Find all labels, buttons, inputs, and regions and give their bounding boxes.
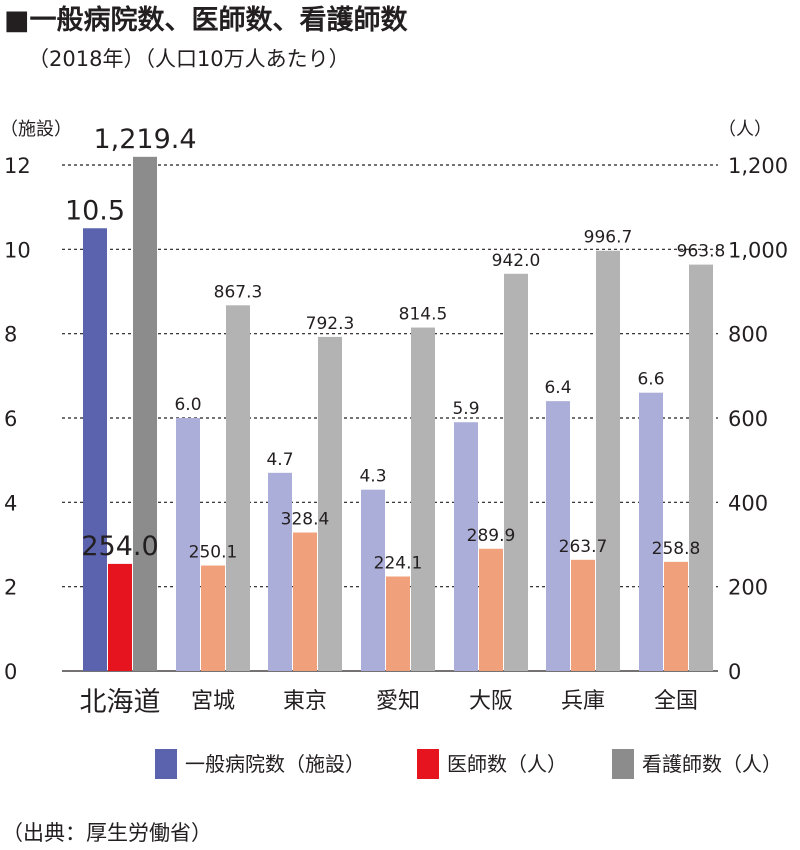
left-axis-unit: （施設） [0,119,72,140]
bar [454,422,478,671]
data-label: 6.6 [637,370,664,390]
data-labels: 10.5 254.0 1,219.4 6.0 250.1 867.3 4.7 328.4 792… [65,124,725,574]
right-tick-label: 1,000 [728,238,788,262]
bar [361,489,385,671]
data-label: 258.8 [652,539,701,559]
category-label: 東京 [283,689,327,714]
data-label: 250.1 [189,543,238,563]
data-label: 328.4 [281,510,330,530]
bar [479,548,503,671]
left-tick-label: 2 [4,576,17,600]
category-label: 北海道 [80,687,161,718]
data-label: 263.7 [559,537,608,557]
data-label: 224.1 [374,554,423,574]
data-label: 4.7 [266,450,293,470]
bar [201,565,225,671]
bar [411,327,435,671]
category-label: 大阪 [469,689,513,714]
left-tick-label: 6 [4,407,17,431]
left-tick-label: 4 [4,491,17,515]
category-label: 宮城 [191,689,235,714]
left-tick-label: 10 [4,238,31,262]
data-label: 289.9 [467,526,516,546]
axis-ticks: 0 0 2 200 4 400 6 600 8 800 10 1,000 12 1,200 [4,154,788,684]
bar [268,472,292,671]
bars [83,156,713,671]
chart-subtitle: （2018年）（人口10万人あたり） [28,47,350,71]
data-label: 5.9 [452,399,479,419]
left-tick-label: 0 [4,660,17,684]
legend-swatch [155,749,177,779]
category-label: 兵庫 [561,689,605,714]
left-tick-label: 12 [4,154,31,178]
data-label: 6.4 [544,378,571,398]
data-label: 792.3 [306,314,355,334]
bar [318,336,342,671]
category-labels: 北海道 宮城 東京 愛知 大阪 兵庫 全国 [80,687,699,718]
legend-swatch [417,749,439,779]
legend-label: 医師数（人） [447,752,567,776]
bar [504,273,528,671]
legend-label: 一般病院数（施設） [185,752,365,776]
bar [639,392,663,671]
bar [176,418,200,671]
right-tick-label: 600 [728,407,768,431]
bar [226,305,250,671]
data-label: 814.5 [399,305,448,325]
right-tick-label: 800 [728,323,768,347]
left-tick-label: 8 [4,323,17,347]
right-tick-label: 200 [728,576,768,600]
category-label: 愛知 [376,689,420,714]
bar [133,156,157,671]
right-tick-label: 400 [728,491,768,515]
bar [83,228,107,671]
data-label: 254.0 [81,531,158,562]
data-label: 1,219.4 [93,124,196,155]
right-axis-unit: （人） [718,119,772,140]
bar [596,250,620,671]
legend-swatch [612,749,634,779]
data-label: 6.0 [174,395,201,415]
right-tick-label: 0 [728,660,741,684]
data-label: 4.3 [359,467,386,487]
data-label: 10.5 [65,195,125,226]
bar [546,401,570,671]
legend-label: 看護師数（人） [642,752,782,776]
right-tick-label: 1,200 [728,154,788,178]
data-label: 996.7 [584,228,633,248]
bar [664,561,688,671]
bar [689,264,713,671]
data-label: 867.3 [214,282,263,302]
source-note: （出典：厚生労働省） [2,821,212,845]
bar [571,559,595,671]
data-label: 963.8 [677,242,726,262]
bar [293,532,317,671]
bar [386,576,410,671]
category-label: 全国 [654,689,698,714]
chart-title: ■一般病院数、医師数、看護師数 [4,4,409,36]
data-label: 942.0 [492,251,541,271]
legend: 一般病院数（施設） 医師数（人） 看護師数（人） [155,749,782,779]
bar [108,563,132,671]
